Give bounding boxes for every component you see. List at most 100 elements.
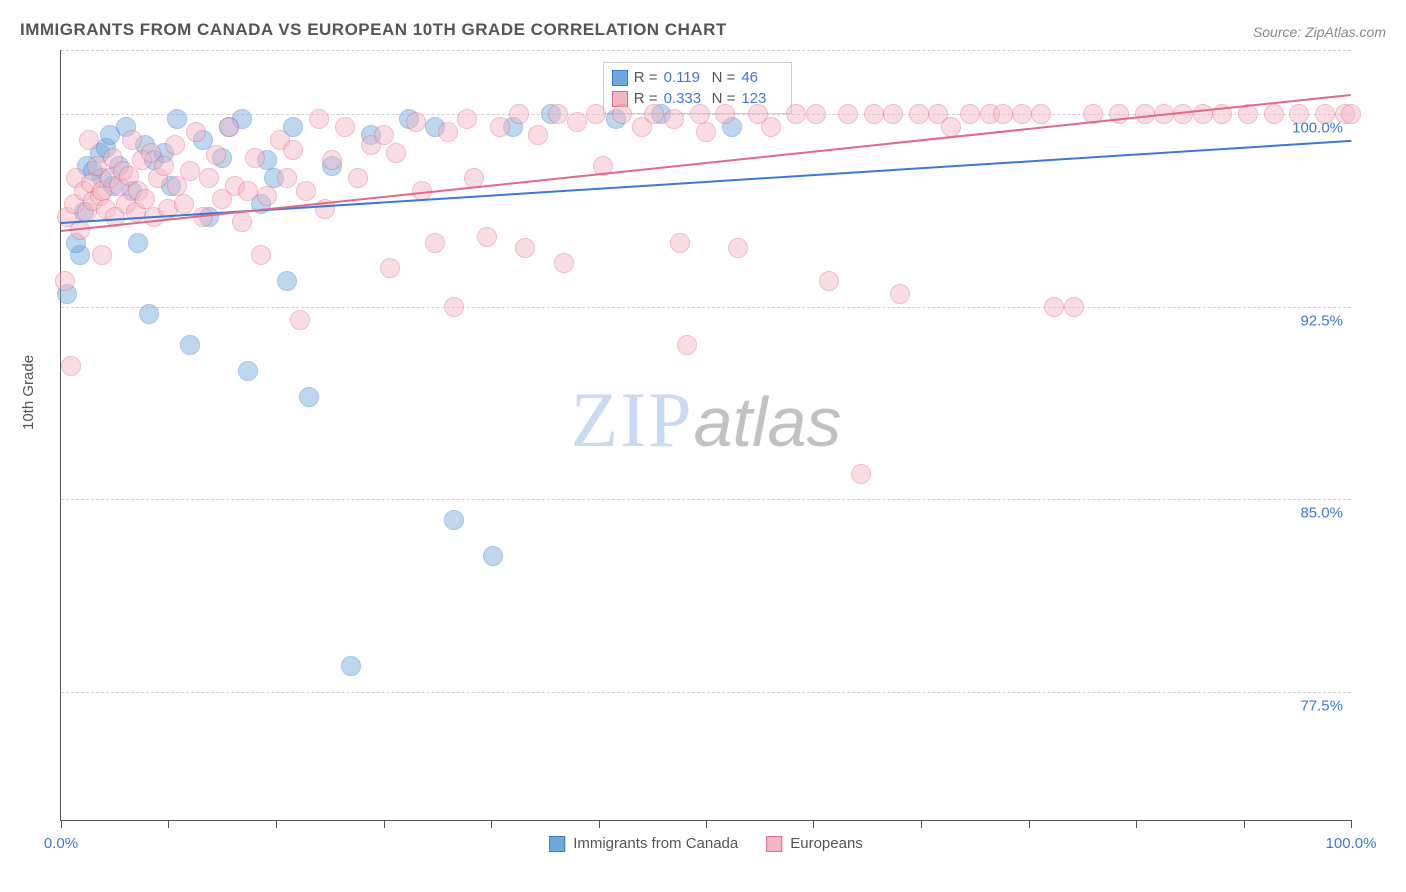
- scatter-marker-europeans: [909, 104, 929, 124]
- scatter-marker-europeans: [851, 464, 871, 484]
- scatter-marker-europeans: [554, 253, 574, 273]
- scatter-marker-europeans: [322, 150, 342, 170]
- scatter-marker-europeans: [174, 194, 194, 214]
- scatter-marker-europeans: [786, 104, 806, 124]
- scatter-marker-europeans: [515, 238, 535, 258]
- y-tick-label: 92.5%: [1300, 312, 1343, 329]
- scatter-marker-europeans: [993, 104, 1013, 124]
- scatter-marker-europeans: [664, 109, 684, 129]
- x-tick: [276, 820, 277, 828]
- scatter-marker-europeans: [92, 245, 112, 265]
- grid-line: [61, 692, 1351, 693]
- scatter-marker-europeans: [1044, 297, 1064, 317]
- scatter-marker-europeans: [374, 125, 394, 145]
- x-tick: [813, 820, 814, 828]
- x-tick: [168, 820, 169, 828]
- scatter-marker-europeans: [728, 238, 748, 258]
- legend-label-canada: Immigrants from Canada: [573, 835, 738, 852]
- x-tick: [1244, 820, 1245, 828]
- scatter-marker-canada: [444, 510, 464, 530]
- legend-swatch-europeans: [766, 836, 782, 852]
- scatter-marker-europeans: [251, 245, 271, 265]
- scatter-marker-europeans: [219, 117, 239, 137]
- stat-n-label: N =: [712, 69, 736, 86]
- scatter-marker-europeans: [245, 148, 265, 168]
- scatter-marker-europeans: [444, 297, 464, 317]
- grid-line: [61, 499, 1351, 500]
- scatter-marker-europeans: [1315, 104, 1335, 124]
- x-axis-max-label: 100.0%: [1326, 835, 1377, 852]
- stat-n-canada: 46: [741, 69, 783, 86]
- scatter-marker-canada: [180, 335, 200, 355]
- scatter-marker-europeans: [941, 117, 961, 137]
- scatter-marker-europeans: [819, 271, 839, 291]
- scatter-marker-europeans: [232, 212, 252, 232]
- scatter-marker-europeans: [1031, 104, 1051, 124]
- scatter-marker-europeans: [677, 335, 697, 355]
- scatter-marker-europeans: [1289, 104, 1309, 124]
- scatter-marker-europeans: [761, 117, 781, 137]
- plot-area: ZIPatlas 0.0% 100.0% Immigrants from Can…: [60, 50, 1351, 821]
- scatter-marker-europeans: [567, 112, 587, 132]
- legend-swatch-canada: [549, 836, 565, 852]
- scatter-marker-europeans: [528, 125, 548, 145]
- scatter-marker-europeans: [883, 104, 903, 124]
- chart-container: IMMIGRANTS FROM CANADA VS EUROPEAN 10TH …: [0, 0, 1406, 892]
- watermark-atlas: atlas: [694, 383, 842, 461]
- chart-title: IMMIGRANTS FROM CANADA VS EUROPEAN 10TH …: [20, 20, 727, 40]
- scatter-marker-europeans: [696, 122, 716, 142]
- scatter-marker-europeans: [425, 233, 445, 253]
- scatter-marker-europeans: [283, 140, 303, 160]
- scatter-marker-europeans: [55, 271, 75, 291]
- y-axis-title: 10th Grade: [20, 355, 37, 430]
- source-attribution: Source: ZipAtlas.com: [1253, 24, 1386, 40]
- scatter-marker-europeans: [348, 168, 368, 188]
- x-tick: [1351, 820, 1352, 828]
- scatter-marker-canada: [299, 387, 319, 407]
- bottom-legend: Immigrants from Canada Europeans: [549, 835, 863, 852]
- scatter-marker-europeans: [864, 104, 884, 124]
- stat-r-label: R =: [634, 69, 658, 86]
- x-tick: [1029, 820, 1030, 828]
- scatter-marker-europeans: [586, 104, 606, 124]
- scatter-marker-europeans: [296, 181, 316, 201]
- scatter-marker-europeans: [548, 104, 568, 124]
- scatter-marker-europeans: [715, 104, 735, 124]
- watermark-zip: ZIP: [571, 376, 694, 463]
- scatter-marker-europeans: [644, 104, 664, 124]
- x-tick: [384, 820, 385, 828]
- scatter-marker-europeans: [670, 233, 690, 253]
- scatter-marker-europeans: [61, 356, 81, 376]
- x-tick: [921, 820, 922, 828]
- scatter-marker-europeans: [165, 135, 185, 155]
- scatter-marker-canada: [128, 233, 148, 253]
- scatter-marker-europeans: [199, 168, 219, 188]
- stats-swatch-canada: [612, 70, 628, 86]
- stat-r-canada: 0.119: [664, 69, 706, 86]
- x-tick: [706, 820, 707, 828]
- scatter-marker-europeans: [380, 258, 400, 278]
- scatter-marker-europeans: [290, 310, 310, 330]
- scatter-marker-canada: [483, 546, 503, 566]
- scatter-marker-europeans: [335, 117, 355, 137]
- grid-line: [61, 50, 1351, 51]
- scatter-marker-canada: [277, 271, 297, 291]
- scatter-marker-canada: [139, 304, 159, 324]
- y-tick-label: 77.5%: [1300, 697, 1343, 714]
- scatter-marker-europeans: [490, 117, 510, 137]
- y-tick-label: 85.0%: [1300, 505, 1343, 522]
- legend-label-europeans: Europeans: [790, 835, 863, 852]
- scatter-marker-europeans: [406, 112, 426, 132]
- scatter-marker-europeans: [1064, 297, 1084, 317]
- legend-stats-row-canada: R = 0.119 N = 46: [612, 67, 784, 88]
- x-tick: [491, 820, 492, 828]
- scatter-marker-europeans: [135, 189, 155, 209]
- scatter-marker-canada: [167, 109, 187, 129]
- scatter-marker-europeans: [122, 130, 142, 150]
- scatter-marker-europeans: [154, 156, 174, 176]
- scatter-marker-europeans: [386, 143, 406, 163]
- scatter-marker-europeans: [309, 109, 329, 129]
- scatter-marker-europeans: [1341, 104, 1361, 124]
- scatter-marker-europeans: [238, 181, 258, 201]
- scatter-marker-europeans: [890, 284, 910, 304]
